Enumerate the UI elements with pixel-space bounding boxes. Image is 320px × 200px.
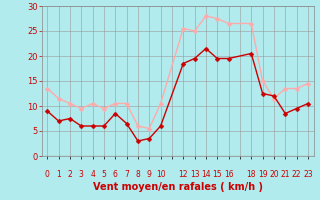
- X-axis label: Vent moyen/en rafales ( km/h ): Vent moyen/en rafales ( km/h ): [92, 182, 263, 192]
